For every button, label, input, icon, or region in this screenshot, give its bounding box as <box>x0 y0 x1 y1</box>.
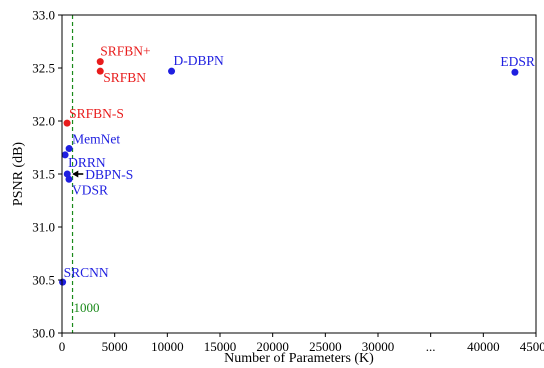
point-d-dbpn <box>168 67 176 75</box>
x-tick-label: 25000 <box>309 339 342 354</box>
label-vdsr: VDSR <box>72 182 108 197</box>
point-vdsr <box>65 175 73 183</box>
x-axis-title: Number of Parameters (K) <box>224 351 374 366</box>
point-dbpn-s <box>63 170 71 178</box>
x-tick-label: 45000 <box>520 339 544 354</box>
y-tick-label: 31.0 <box>32 220 55 235</box>
y-tick-label: 31.5 <box>32 167 55 182</box>
reference-line-group: 1000 <box>71 15 100 333</box>
reference-line-label: 1000 <box>74 300 100 315</box>
data-point-labels: SRCNN VDSR DRRN MemNet DBPN-S D-DBPN EDSR SRFBN… <box>64 44 535 280</box>
label-srfbn: SRFBN <box>103 70 146 85</box>
label-srfbn: SRFBN+ <box>100 44 150 59</box>
x-tick-label: 20000 <box>256 339 289 354</box>
y-tick-label: 32.5 <box>32 61 55 76</box>
label-memnet: MemNet <box>72 132 120 147</box>
y-tick-label: 30.0 <box>32 326 55 341</box>
dbpn-s-arrowhead <box>72 170 79 178</box>
x-tick-label: 40000 <box>467 339 500 354</box>
point-srfbn <box>96 58 104 66</box>
x-tick-label: 0 <box>59 339 66 354</box>
label-d-dbpn: D-DBPN <box>174 53 225 68</box>
label-edsr: EDSR <box>500 54 535 69</box>
y-tick-label: 33.0 <box>32 8 55 23</box>
x-tick-label: 15000 <box>204 339 237 354</box>
y-tick-label: 32.0 <box>32 114 55 129</box>
y-axis-title: PSNR (dB) <box>11 142 26 207</box>
x-tick-label: 5000 <box>102 339 128 354</box>
point-edsr <box>511 68 519 76</box>
label-dbpn-s: DBPN-S <box>85 167 133 182</box>
point-srfbn <box>96 67 104 75</box>
label-drrn: DRRN <box>68 155 106 170</box>
data-points <box>59 58 519 286</box>
point-srfbn-s <box>63 119 71 127</box>
x-tick-label: 10000 <box>151 339 184 354</box>
point-drrn <box>61 151 69 159</box>
point-memnet <box>65 145 73 153</box>
label-srfbn-s: SRFBN-S <box>69 106 124 121</box>
label-srcnn: SRCNN <box>64 265 109 280</box>
x-tick-label: 30000 <box>362 339 395 354</box>
axis-ticks: 0 5000 10000 15000 20000 25000 30000... 40000 45… <box>32 8 544 355</box>
y-tick-label: 30.5 <box>32 273 55 288</box>
x-tick-label: ... <box>426 339 436 354</box>
